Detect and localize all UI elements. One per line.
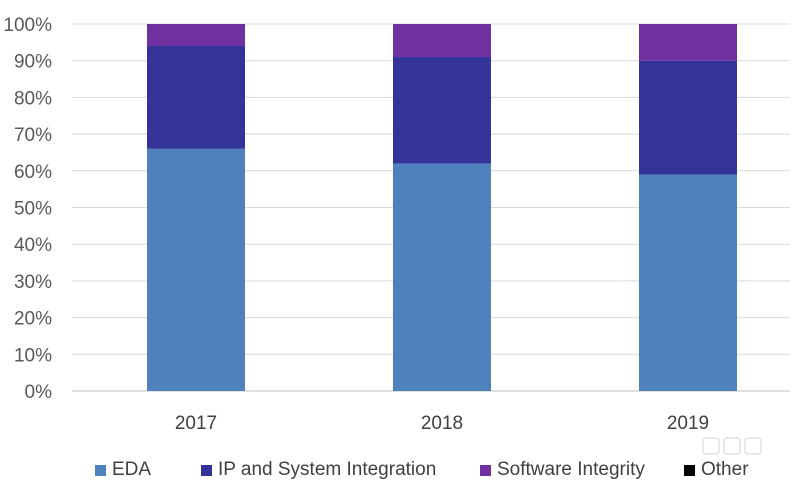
bar-segment-eda-2017 xyxy=(147,148,245,391)
y-tick-label: 10% xyxy=(14,345,52,366)
bar-segment-ip-and-system-integration-2017 xyxy=(147,46,245,149)
legend-swatch xyxy=(684,464,695,476)
y-tick-label: 90% xyxy=(14,52,52,73)
x-axis-ticks: 2017 2018 2019 xyxy=(175,413,709,434)
x-tick-label: 2019 xyxy=(667,413,709,434)
x-tick-label: 2018 xyxy=(421,413,463,434)
bar-segment-eda-2018 xyxy=(393,163,491,391)
legend-swatch xyxy=(201,464,212,476)
legend-label: Software Integrity xyxy=(497,459,645,480)
bar-segment-eda-2019 xyxy=(639,174,737,391)
bar-segment-ip-and-system-integration-2018 xyxy=(393,57,491,164)
legend-label: Other xyxy=(701,459,749,480)
y-tick-label: 20% xyxy=(14,309,52,330)
watermark-logo-icon xyxy=(702,437,762,455)
bars xyxy=(147,24,737,391)
legend-item-software-integrity: Software Integrity xyxy=(480,456,645,484)
legend-item-eda: EDA xyxy=(95,456,151,484)
legend-label: EDA xyxy=(112,459,152,480)
legend: EDA IP and System Integration Software Int… xyxy=(0,456,800,484)
y-tick-label: 100% xyxy=(3,15,52,36)
y-tick-label: 30% xyxy=(14,272,52,293)
legend-swatch xyxy=(95,464,106,476)
y-tick-label: 50% xyxy=(14,199,52,220)
legend-item-other: Other xyxy=(684,456,749,484)
bar-segment-ip-and-system-integration-2019 xyxy=(639,60,737,175)
bar-segment-software-integrity-2019 xyxy=(639,24,737,61)
y-tick-label: 0% xyxy=(25,382,53,403)
y-tick-label: 70% xyxy=(14,125,52,146)
legend-label: IP and System Integration xyxy=(218,459,437,480)
legend-swatch xyxy=(480,464,491,476)
y-tick-label: 40% xyxy=(14,235,52,256)
bar-segment-software-integrity-2018 xyxy=(393,24,491,58)
x-tick-label: 2017 xyxy=(175,413,217,434)
y-tick-label: 80% xyxy=(14,88,52,109)
legend-item-ip-and-system-integration: IP and System Integration xyxy=(201,456,436,484)
y-axis-ticks: 0% 10% 20% 30% 40% 50% 60% 70% 80% 90% 100% xyxy=(3,15,52,403)
bar-segment-software-integrity-2017 xyxy=(147,24,245,47)
stacked-bar-chart: 0%10%20%30%40%50%60%70%80%90%100% 2017 20… xyxy=(3,15,790,434)
y-tick-label: 60% xyxy=(14,162,52,183)
